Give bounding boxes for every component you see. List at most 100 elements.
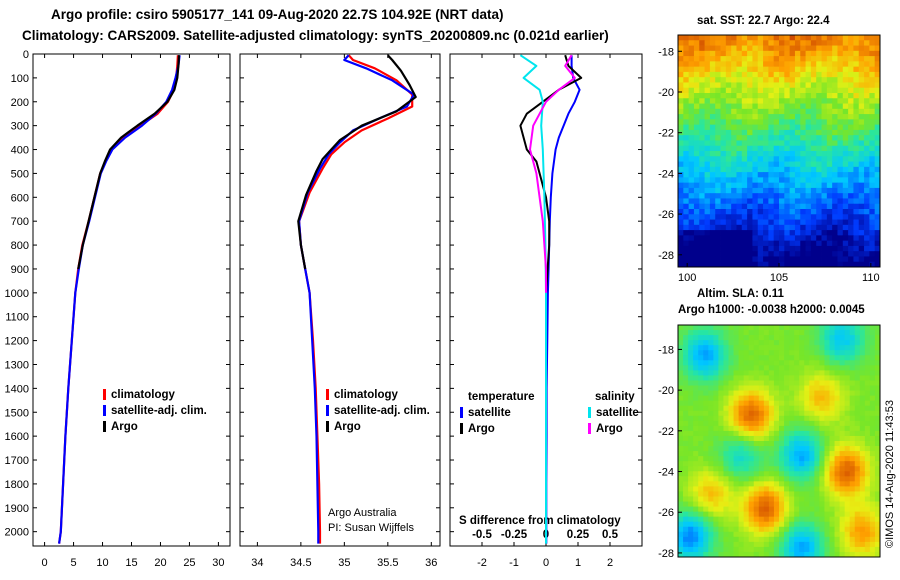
map-cell bbox=[824, 516, 830, 523]
map-cell bbox=[824, 511, 830, 518]
map-cell bbox=[773, 435, 780, 442]
map-cell bbox=[741, 108, 748, 115]
map-cell bbox=[683, 256, 690, 263]
map-cell bbox=[741, 156, 748, 162]
map-cell bbox=[688, 430, 694, 437]
map-cell bbox=[698, 491, 704, 497]
map-cell bbox=[773, 40, 780, 46]
map-cell bbox=[800, 103, 806, 110]
map-cell bbox=[698, 526, 704, 533]
map-cell bbox=[829, 476, 835, 482]
map-cell bbox=[814, 365, 820, 371]
map-cell bbox=[718, 551, 724, 558]
map-cell bbox=[693, 87, 700, 94]
map-cell bbox=[832, 219, 838, 226]
map-cell bbox=[869, 35, 876, 41]
map-cell bbox=[839, 456, 846, 462]
map-cell bbox=[698, 350, 704, 356]
map-cell bbox=[874, 103, 881, 110]
map-cell bbox=[800, 187, 806, 194]
map-cell bbox=[720, 203, 727, 210]
map-cell bbox=[757, 93, 764, 99]
map-cell bbox=[794, 526, 800, 533]
map-cell bbox=[814, 390, 820, 397]
map-cell bbox=[848, 193, 854, 199]
map-cell bbox=[799, 441, 805, 447]
map-cell bbox=[800, 261, 806, 268]
map-cell bbox=[768, 166, 775, 173]
map-cell bbox=[728, 390, 734, 397]
map-cell bbox=[826, 209, 833, 215]
map-cell bbox=[731, 198, 737, 205]
x-tick-label: 25 bbox=[183, 557, 195, 569]
map-cell bbox=[704, 198, 711, 205]
map-cell bbox=[821, 224, 828, 231]
map-cell bbox=[683, 395, 689, 402]
map-cell bbox=[849, 511, 856, 518]
map-cell bbox=[698, 370, 704, 376]
map-cell bbox=[773, 114, 780, 120]
salinity-panel: 34 34.5 35 35.5 36climatologysatellite-adj. … bbox=[239, 53, 441, 569]
map-cell bbox=[773, 430, 780, 437]
map-cell bbox=[869, 405, 876, 412]
map-cell bbox=[869, 536, 876, 543]
map-cell bbox=[864, 380, 871, 386]
map-cell bbox=[747, 209, 753, 215]
map-cell bbox=[718, 491, 724, 497]
map-cell bbox=[858, 245, 865, 252]
map-cell bbox=[826, 82, 833, 89]
map-cell bbox=[844, 410, 851, 417]
map-cell bbox=[683, 119, 690, 126]
map-cell bbox=[757, 40, 764, 46]
map-cell bbox=[720, 119, 727, 126]
map-cell bbox=[810, 119, 817, 126]
map-cell bbox=[713, 491, 719, 497]
map-cell bbox=[708, 385, 714, 391]
credit-line: Argo Australia bbox=[328, 507, 397, 519]
map-cell bbox=[693, 172, 700, 178]
map-cell bbox=[683, 156, 690, 162]
map-cell bbox=[810, 219, 817, 226]
map-cell bbox=[810, 209, 817, 215]
map-cell bbox=[864, 516, 871, 523]
map-cell bbox=[743, 405, 750, 412]
map-cell bbox=[849, 415, 856, 422]
map-cell bbox=[708, 425, 714, 432]
map-cell bbox=[704, 230, 711, 236]
map-cell bbox=[837, 56, 844, 62]
map-cell bbox=[725, 50, 732, 57]
map-cell bbox=[869, 93, 876, 99]
map-cell bbox=[829, 451, 835, 457]
map-cell bbox=[810, 45, 817, 52]
map-cell bbox=[731, 140, 737, 147]
map-cell bbox=[753, 380, 760, 386]
map-cell bbox=[703, 551, 709, 558]
map-cell bbox=[753, 471, 760, 477]
map-cell bbox=[709, 182, 716, 189]
map-cell bbox=[757, 251, 764, 257]
legend-title: salinity bbox=[595, 391, 635, 403]
map-cell bbox=[837, 224, 844, 231]
map-cell bbox=[708, 466, 714, 472]
map-cell bbox=[678, 405, 684, 412]
map-cell bbox=[799, 415, 805, 422]
map-cell bbox=[773, 481, 780, 487]
map-cell bbox=[869, 129, 876, 136]
map-cell bbox=[773, 405, 780, 412]
map-cell bbox=[805, 145, 812, 152]
map-cell bbox=[849, 390, 856, 397]
map-cell bbox=[869, 330, 876, 336]
map-cell bbox=[864, 35, 870, 41]
map-cell bbox=[758, 385, 765, 391]
map-cell bbox=[703, 380, 709, 386]
legend-label: climatology bbox=[334, 389, 399, 401]
map-cell bbox=[748, 501, 755, 507]
map-cell bbox=[804, 536, 810, 543]
map-cell bbox=[715, 77, 721, 83]
map-cell bbox=[869, 124, 876, 131]
map-cell bbox=[784, 420, 790, 427]
map-cell bbox=[858, 66, 865, 73]
map-cell bbox=[768, 345, 775, 351]
map-cell bbox=[816, 77, 822, 83]
map-cell bbox=[864, 129, 870, 136]
